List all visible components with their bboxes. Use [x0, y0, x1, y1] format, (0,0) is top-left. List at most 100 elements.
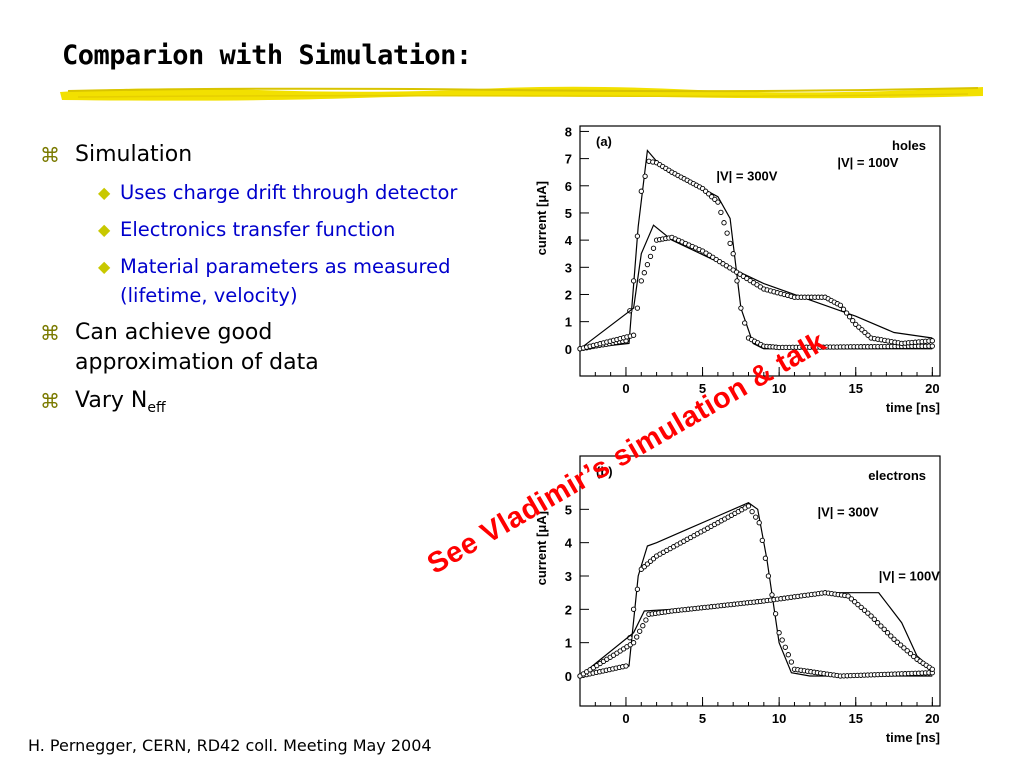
panel-label: (b) [596, 464, 613, 479]
footer-text: H. Pernegger, CERN, RD42 coll. Meeting M… [28, 736, 432, 755]
data-point [721, 220, 727, 226]
x-tick-label: 10 [772, 711, 786, 726]
sub-bullet-material: ◆ Material parameters as measured (lifet… [40, 252, 510, 310]
sub-bullet-text: Electronics transfer function [120, 218, 396, 241]
simulation-line [579, 592, 933, 677]
x-tick-label: 5 [699, 381, 706, 396]
x-tick-label: 0 [622, 711, 629, 726]
simulation-line [579, 502, 933, 677]
data-point [929, 343, 935, 349]
bullet-text: Simulation [75, 142, 193, 167]
y-tick-label: 1 [565, 315, 572, 330]
sub-bullet-charge-drift: ◆ Uses charge drift through detector [40, 178, 510, 207]
sub-bullet-text: Uses charge drift through detector [120, 181, 458, 204]
data-point [638, 278, 644, 284]
data-point [884, 630, 891, 636]
data-point [749, 508, 755, 515]
x-tick-label: 5 [699, 711, 706, 726]
diamond-bullet-icon: ◆ [98, 257, 111, 276]
series-label: |V| = 100V [879, 569, 940, 584]
data-point [907, 650, 914, 657]
plot-frame [579, 455, 941, 707]
y-tick-label: 2 [565, 287, 572, 302]
x-tick-label: 10 [772, 381, 786, 396]
y-tick-label: 4 [565, 233, 573, 248]
data-point [785, 652, 791, 658]
x-tick-label: 0 [622, 381, 629, 396]
data-point [638, 188, 644, 194]
diamond-bullet-icon: ◆ [98, 183, 111, 202]
bullet-glyph: ⌘ [40, 321, 60, 345]
data-point [730, 251, 736, 257]
y-tick-label: 3 [565, 569, 572, 584]
y-tick-label: 6 [565, 179, 572, 194]
y-tick-label: 1 [565, 636, 572, 651]
data-point [929, 666, 935, 672]
diamond-bullet-icon: ◆ [98, 220, 111, 239]
x-tick-label: 15 [849, 381, 863, 396]
data-point [630, 332, 637, 338]
data-point [874, 620, 881, 626]
data-point [881, 626, 887, 632]
bullet-glyph: ⌘ [40, 389, 60, 413]
data-point [753, 514, 759, 520]
bullet-subscript: eff [147, 400, 166, 416]
data-point [861, 607, 868, 613]
data-point [756, 520, 762, 526]
y-tick-label: 8 [565, 124, 572, 139]
data-point [641, 270, 647, 276]
bullet-text: Vary N [75, 388, 148, 413]
data-point [644, 261, 651, 268]
bullet-vary-neff: ⌘ Vary Neff [40, 386, 510, 423]
data-point [776, 630, 782, 636]
y-tick-label: 5 [565, 206, 572, 221]
data-point [865, 610, 871, 616]
data-point [894, 639, 900, 645]
corner-label: electrons [868, 468, 926, 483]
x-axis-label: time [ns] [886, 730, 940, 745]
data-point [852, 599, 858, 605]
data-point [643, 617, 649, 623]
y-tick-label: 2 [565, 602, 572, 617]
data-point [911, 653, 917, 660]
title-underline-brush [60, 86, 983, 101]
y-axis-label: current [μA] [534, 181, 549, 255]
x-tick-label: 20 [925, 381, 939, 396]
data-point [630, 606, 637, 612]
data-point [891, 636, 897, 642]
data-point [634, 586, 641, 592]
bullet-list: ⌘ Simulation ◆ Uses charge drift through… [40, 140, 510, 431]
data-point [845, 593, 851, 599]
y-axis-label: current [μA] [534, 511, 549, 585]
chart-holes: 0 5 10 15 20 0 1 2 3 4 5 6 7 8 time [ns] current [μA] (a… [534, 124, 941, 415]
y-tick-label: 0 [565, 342, 572, 357]
data-point [901, 645, 907, 651]
data-point [715, 199, 721, 205]
panel-label: (a) [596, 134, 612, 149]
data-point [724, 230, 730, 236]
data-point [637, 628, 643, 634]
bullet-text: Can achieve good approximation of data [75, 320, 319, 375]
data-point [623, 663, 629, 669]
data-point [718, 209, 724, 216]
slide-title: Comparion with Simulation: [62, 40, 472, 71]
data-point [769, 592, 775, 598]
sub-bullet-electronics: ◆ Electronics transfer function [40, 215, 510, 244]
corner-label: holes [892, 138, 926, 153]
data-point [846, 314, 853, 320]
data-point [929, 338, 935, 344]
data-point [742, 320, 748, 326]
data-point [640, 623, 646, 629]
data-point [837, 302, 844, 308]
data-point [904, 648, 910, 654]
data-point [630, 278, 637, 284]
data-point [855, 601, 861, 608]
data-point [765, 573, 772, 579]
data-point [897, 642, 904, 648]
sub-bullet-text: Material parameters as measured (lifetim… [120, 255, 451, 307]
data-point [782, 644, 788, 650]
data-point [762, 555, 769, 561]
data-point [888, 633, 894, 639]
data-point [788, 659, 795, 665]
data-point [630, 640, 637, 646]
